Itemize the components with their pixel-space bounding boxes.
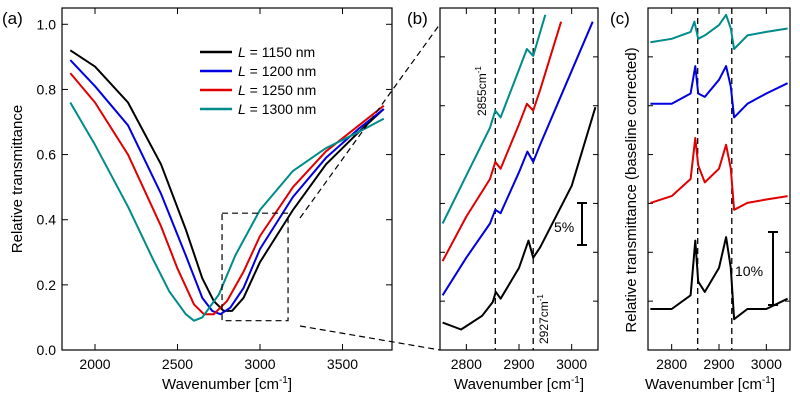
panel-c-y-axis-label: Relative transmittance (baseline correct…: [623, 47, 640, 332]
panel-c-series-line-3: [650, 137, 788, 211]
legend-label-value: = 1250 nm: [246, 82, 316, 98]
panel-a-x-axis-label-sup: -1: [279, 375, 288, 386]
panel-a-y-tick-label: 0.8: [37, 81, 57, 97]
legend-label-variable: L: [238, 82, 246, 98]
panel-b-annotation-2927: 2927cm-1: [536, 294, 551, 344]
legend-label-variable: L: [238, 44, 246, 60]
panel-c-frame: [647, 7, 791, 351]
panel-a-x-axis-label-main: Wavenumber [cm: [162, 376, 279, 393]
panel-c-series-line-2: [650, 65, 789, 119]
panel-a-y-axis-label: Relative transmittance: [9, 105, 26, 253]
panel-c-series-line-4: [650, 236, 789, 321]
panel-b-x-axis-label-sup: -1: [571, 375, 580, 386]
panel-a-ticks: 2000 2500 3000 3500 0.0 0.2 0.4 0.6 0.8 1.0: [37, 8, 392, 372]
panel-a-y-tick-label: 0.2: [37, 277, 57, 293]
panel-a-zoom-box: [221, 212, 289, 322]
legend-label-4: L = 1300 nm: [238, 101, 316, 117]
legend-label-variable: L: [238, 63, 246, 79]
panel-a-label: (a): [2, 9, 23, 28]
panel-b-x-axis-label-end: ]: [580, 376, 584, 393]
panel-a-legend: L = 1150 nmL = 1200 nmL = 1250 nmL = 130…: [200, 44, 316, 117]
panel-a-series: [69, 49, 385, 322]
panel-b-series-line-2: [441, 21, 594, 296]
panel-c-x-tick-label: 2800: [656, 356, 687, 372]
panel-b-series: [441, 14, 597, 331]
panel-c-series: [650, 13, 789, 321]
panel-a-zoom-rect: [221, 212, 289, 322]
panel-a-x-tick-label: 3500: [327, 356, 358, 372]
panel-b-x-tick-label: 3000: [556, 356, 587, 372]
panel-a-x-tick-label: 2500: [162, 356, 193, 372]
panel-b-series-line-1: [442, 106, 597, 331]
panel-a-y-tick-label: 0.4: [37, 212, 57, 228]
legend-label-3: L = 1250 nm: [238, 82, 316, 98]
panel-c-x-axis-label-end: ]: [771, 376, 775, 393]
legend-label-value: = 1150 nm: [246, 44, 315, 60]
panel-a-x-tick-label: 3000: [244, 356, 275, 372]
panel-a-x-axis-label: Wavenumber [cm-1]: [162, 375, 292, 393]
panel-c-x-axis-label-sup: -1: [762, 375, 771, 386]
panel-b-x-axis-label-main: Wavenumber [cm: [454, 376, 571, 393]
panel-a-y-tick-label: 1.0: [37, 16, 57, 32]
legend-label-2: L = 1200 nm: [238, 63, 316, 79]
panel-c-x-axis-label-main: Wavenumber [cm: [645, 376, 762, 393]
panel-a-series-line-3: [69, 72, 385, 316]
panel-b-scale-bar: [577, 202, 587, 246]
legend-label-1: L = 1150 nm: [238, 44, 315, 60]
panel-a-x-tick-label: 2000: [79, 356, 110, 372]
panel-b-annotation-2855: 2855cm-1: [474, 66, 489, 116]
panel-c-x-tick-label: 3000: [751, 356, 782, 372]
panel-b: (b) 2800 2900 3000 2855cm-1 2927cm-1 5% Wa…: [407, 7, 599, 393]
panel-c-scale-bar-label: 10%: [735, 263, 763, 279]
panel-c-ticks: 2800 2900 3000: [648, 8, 790, 372]
panel-a-x-axis-label-end: ]: [288, 376, 292, 393]
panel-b-series-line-4: [441, 14, 547, 224]
panel-b-annotation-2855-main: 2855cm: [475, 73, 489, 116]
panel-b-x-tick-label: 2800: [451, 356, 482, 372]
panel-b-label: (b): [407, 9, 428, 28]
panel-b-x-tick-label: 2900: [503, 356, 534, 372]
panel-a-series-line-4: [69, 101, 385, 322]
panel-c: (c) 2800 2900 3000 10% Relative transmitta…: [610, 7, 791, 393]
panel-b-x-axis-label: Wavenumber [cm-1]: [454, 375, 584, 393]
panel-b-annotation-2855-sup: -1: [474, 66, 483, 74]
legend-label-value: = 1300 nm: [246, 101, 316, 117]
panel-b-ticks: 2800 2900 3000: [440, 8, 598, 372]
panel-c-x-axis-label: Wavenumber [cm-1]: [645, 375, 775, 393]
panel-c-series-line-1: [650, 13, 788, 50]
legend-label-value: = 1200 nm: [246, 63, 316, 79]
panel-b-annotation-2927-main: 2927cm: [537, 301, 551, 344]
panel-c-x-tick-label: 2900: [703, 356, 734, 372]
panel-b-series-line-3: [441, 21, 563, 262]
panel-a-series-line-2: [69, 59, 385, 316]
zoom-connector: [299, 23, 441, 351]
panel-a-y-tick-label: 0.0: [37, 342, 57, 358]
panel-b-scale-bar-label: 5%: [554, 219, 574, 235]
panel-b-annotation-2927-sup: -1: [536, 294, 545, 302]
panel-a-y-tick-label: 0.6: [37, 147, 57, 163]
panel-c-scale-bar: [768, 231, 778, 306]
legend-label-variable: L: [238, 101, 246, 117]
panel-a: (a) 2000 2500 3000 3500 0.0 0.2 0.4 0.6 0.8 1.0 L…: [2, 7, 393, 393]
panel-c-label: (c): [610, 9, 630, 28]
panel-a-frame: [61, 7, 393, 351]
